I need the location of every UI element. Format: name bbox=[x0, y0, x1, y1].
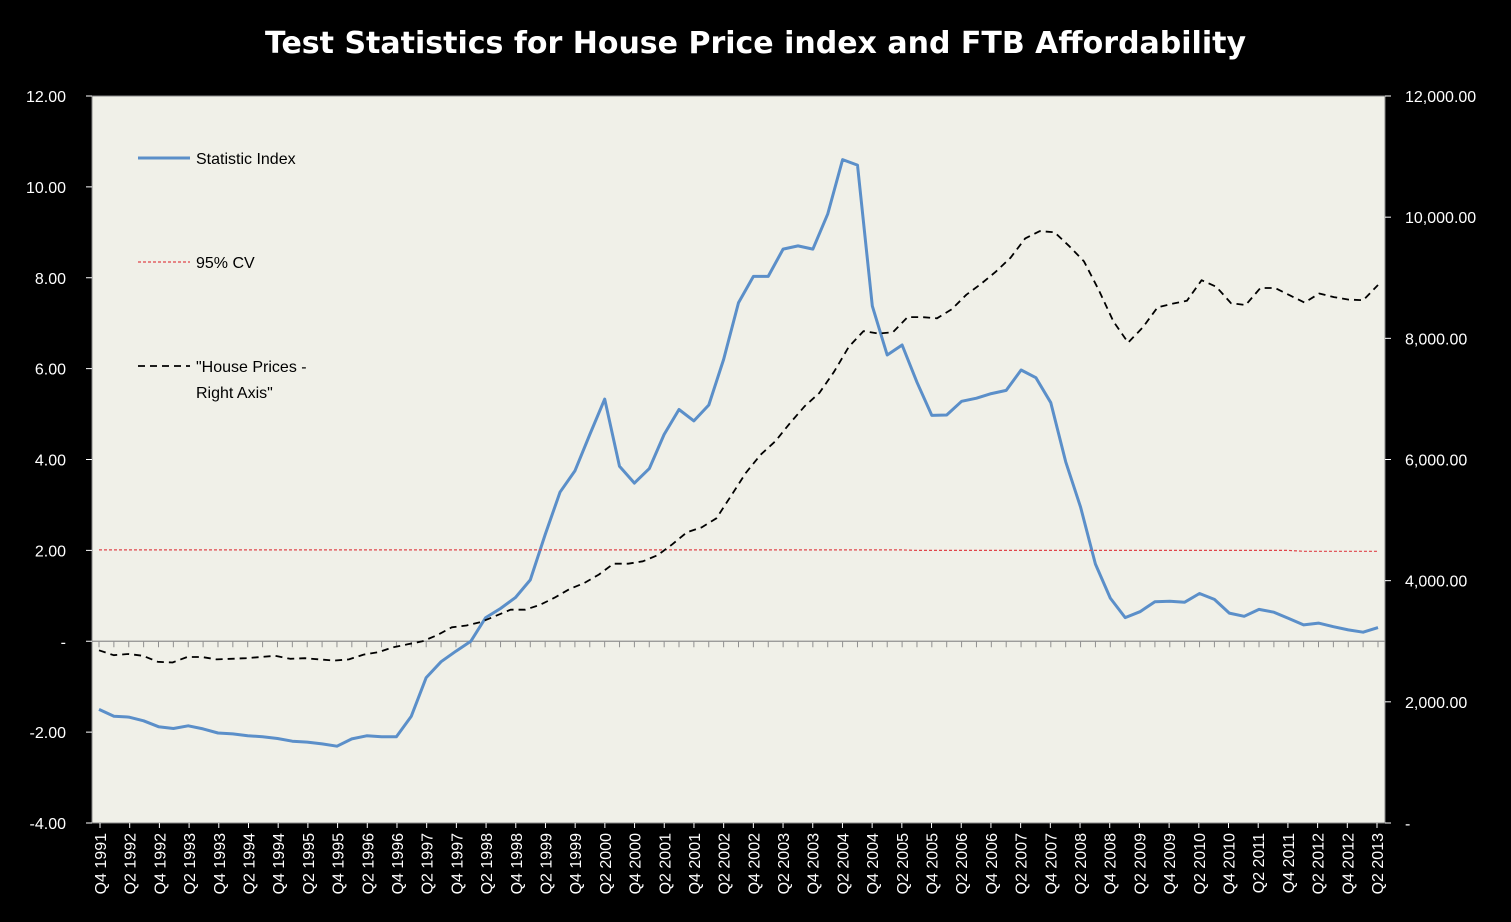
x-axis-tick-label: Q4 1993 bbox=[212, 833, 229, 894]
x-axis-tick-label: Q2 2010 bbox=[1192, 833, 1209, 894]
legend-label-house-prices-line2: Right Axis" bbox=[196, 385, 273, 402]
x-axis-tick-label: Q2 1997 bbox=[420, 833, 437, 894]
x-axis-tick-label: Q4 2012 bbox=[1340, 833, 1357, 894]
x-axis-tick-label: Q2 2003 bbox=[776, 833, 793, 894]
series-line-statistic-index bbox=[98, 158, 1379, 748]
right-axis-tick-label: 4,000.00 bbox=[1405, 574, 1467, 591]
x-axis-tick-label: Q2 2007 bbox=[1014, 833, 1031, 894]
left-axis-tick-label: -2.00 bbox=[30, 725, 67, 742]
left-axis-tick-label: -4.00 bbox=[30, 816, 67, 833]
x-axis-tick-label: Q2 1993 bbox=[182, 833, 199, 894]
x-axis-tick-label: Q4 1999 bbox=[568, 833, 585, 894]
x-axis-tick-label: Q4 1997 bbox=[449, 833, 466, 894]
x-axis-tick-label: Q2 2008 bbox=[1073, 833, 1090, 894]
legend-label-house-prices: "House Prices - bbox=[196, 359, 307, 376]
x-axis-tick-label: Q4 2008 bbox=[1103, 833, 1120, 894]
series-line-house-prices-right-axis bbox=[98, 230, 1379, 664]
left-axis-tick-label: 2.00 bbox=[35, 543, 66, 560]
right-axis-tick-label: 10,000.00 bbox=[1405, 210, 1476, 227]
x-axis-tick-label: Q2 2005 bbox=[895, 833, 912, 894]
right-axis-tick-label: 6,000.00 bbox=[1405, 453, 1467, 470]
x-axis-tick-label: Q2 2011 bbox=[1251, 833, 1268, 893]
x-axis-tick-label: Q4 1995 bbox=[331, 833, 348, 894]
series-line-95-cv bbox=[99, 549, 1378, 552]
x-axis-tick-label: Q2 2002 bbox=[717, 833, 734, 894]
left-axis-tick-label: 8.00 bbox=[35, 271, 66, 288]
x-axis-tick-label: Q4 1991 bbox=[93, 833, 110, 894]
x-axis-tick-label: Q2 1999 bbox=[538, 833, 555, 894]
x-axis-tick-label: Q2 2001 bbox=[657, 833, 674, 894]
plot-area bbox=[91, 95, 1386, 824]
x-axis-tick-label: Q4 1992 bbox=[152, 833, 169, 894]
x-axis-tick-label: Q2 1994 bbox=[241, 833, 258, 894]
legend-label-statistic-index: Statistic Index bbox=[196, 151, 296, 168]
x-axis-tick-label: Q4 2004 bbox=[865, 833, 882, 894]
x-axis-tick-label: Q4 2003 bbox=[806, 833, 823, 894]
x-axis-tick-label: Q4 2000 bbox=[628, 833, 645, 894]
x-axis-tick-label: Q2 2000 bbox=[598, 833, 615, 894]
left-axis-tick-label: 10.00 bbox=[26, 180, 66, 197]
left-axis-tick-label: 6.00 bbox=[35, 362, 66, 379]
right-axis-tick-label: 12,000.00 bbox=[1405, 89, 1476, 106]
legend-label-95-cv: 95% CV bbox=[196, 255, 255, 272]
x-axis-tick-label: Q4 2002 bbox=[746, 833, 763, 894]
x-axis-tick-label: Q2 2006 bbox=[954, 833, 971, 894]
x-axis-tick-label: Q4 1996 bbox=[390, 833, 407, 894]
x-axis-tick-label: Q2 1992 bbox=[123, 833, 140, 894]
x-axis-tick-label: Q4 2001 bbox=[687, 833, 704, 894]
right-axis-tick-label: 2,000.00 bbox=[1405, 695, 1467, 712]
x-axis-tick-label: Q4 2009 bbox=[1162, 833, 1179, 894]
left-axis-tick-label: 12.00 bbox=[26, 89, 66, 106]
left-axis-tick-label: - bbox=[61, 634, 66, 651]
x-axis-tick-label: Q2 1998 bbox=[479, 833, 496, 894]
x-axis-tick-label: Q2 2012 bbox=[1311, 833, 1328, 894]
x-axis-tick-label: Q2 2013 bbox=[1370, 833, 1387, 894]
x-axis-tick-label: Q4 2006 bbox=[984, 833, 1001, 894]
x-axis-tick-label: Q4 1994 bbox=[271, 833, 288, 894]
x-axis-tick-label: Q4 2011 bbox=[1281, 833, 1298, 893]
x-axis-tick-label: Q2 1995 bbox=[301, 833, 318, 894]
left-axis-tick-label: 4.00 bbox=[35, 453, 66, 470]
x-axis-tick-label: Q2 2009 bbox=[1132, 833, 1149, 894]
x-axis-tick-label: Q2 2004 bbox=[835, 833, 852, 894]
x-axis-tick-label: Q4 2010 bbox=[1222, 833, 1239, 894]
right-axis-tick-label: 8,000.00 bbox=[1405, 331, 1467, 348]
x-axis-tick-label: Q4 2007 bbox=[1043, 833, 1060, 894]
x-axis-tick-label: Q4 2005 bbox=[925, 833, 942, 894]
chart-title: Test Statistics for House Price index an… bbox=[264, 26, 1247, 61]
right-axis-tick-label: - bbox=[1405, 816, 1410, 833]
x-axis-tick-label: Q2 1996 bbox=[360, 833, 377, 894]
x-axis-tick-label: Q4 1998 bbox=[509, 833, 526, 894]
